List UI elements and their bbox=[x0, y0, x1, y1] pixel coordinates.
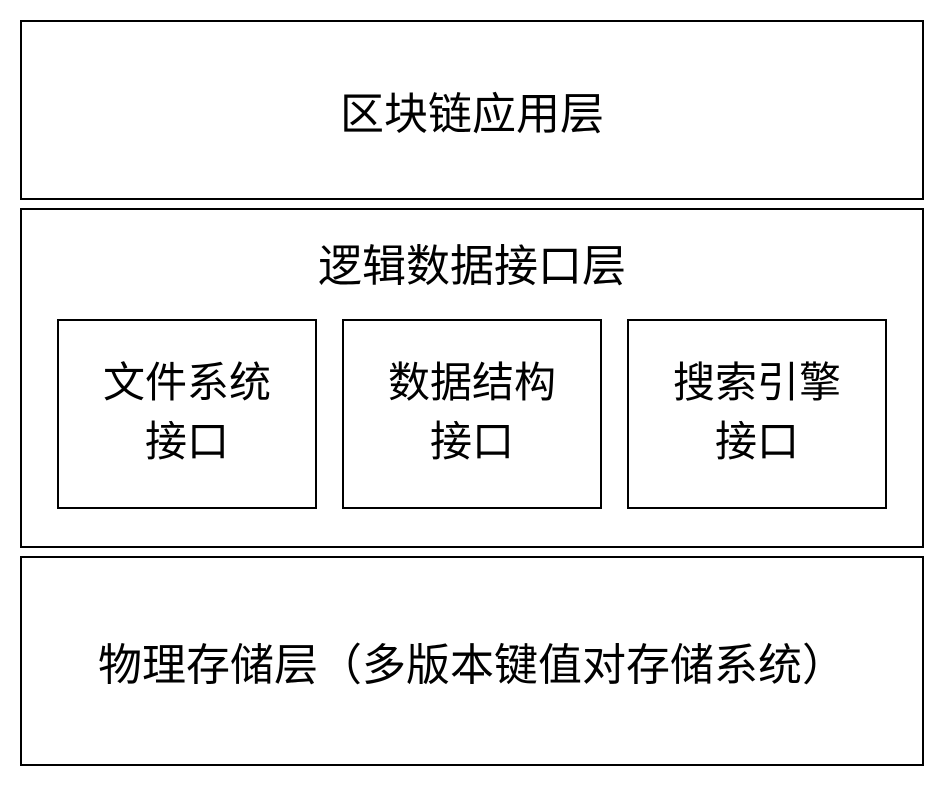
search-engine-interface-line1: 搜索引擎 bbox=[673, 361, 841, 407]
logical-data-interface-layer: 逻辑数据接口层 文件系统 接口 数据结构 接口 搜索引擎 接口 bbox=[20, 208, 924, 548]
data-structure-interface-box: 数据结构 接口 bbox=[342, 319, 602, 509]
logical-layer-title: 逻辑数据接口层 bbox=[318, 230, 626, 294]
file-system-interface-line2: 接口 bbox=[145, 420, 229, 466]
interface-boxes-container: 文件系统 接口 数据结构 接口 搜索引擎 接口 bbox=[52, 319, 892, 509]
physical-storage-layer-title: 物理存储层（多版本键值对存储系统） bbox=[98, 629, 846, 693]
file-system-interface-box: 文件系统 接口 bbox=[57, 319, 317, 509]
physical-storage-layer: 物理存储层（多版本键值对存储系统） bbox=[20, 556, 924, 766]
file-system-interface-line1: 文件系统 bbox=[103, 361, 271, 407]
search-engine-interface-line2: 接口 bbox=[715, 420, 799, 466]
search-engine-interface-box: 搜索引擎 接口 bbox=[627, 319, 887, 509]
data-structure-interface-line2: 接口 bbox=[430, 420, 514, 466]
application-layer: 区块链应用层 bbox=[20, 20, 924, 200]
application-layer-title: 区块链应用层 bbox=[340, 78, 604, 142]
data-structure-interface-line1: 数据结构 bbox=[388, 361, 556, 407]
